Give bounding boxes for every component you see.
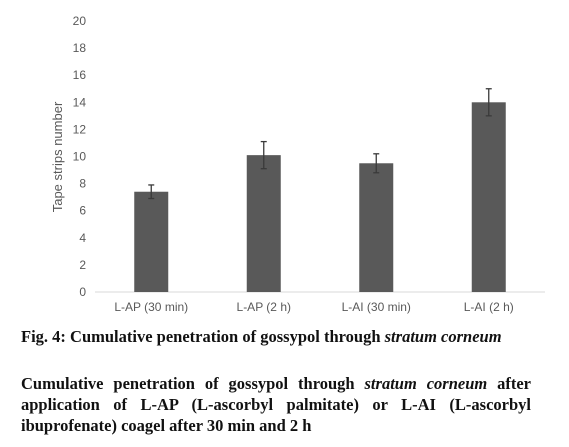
y-tick-label: 12 (73, 122, 87, 136)
figure-description-italic: stratum corneum (364, 374, 488, 393)
figure-title: Fig. 4: Cumulative penetration of gossyp… (21, 326, 531, 347)
figure-title-italic: stratum corneum (384, 327, 502, 346)
bar (359, 163, 394, 292)
x-axis-ticks: L-AP (30 min) L-AP (2 h) L-AI (30 min) L-AI… (114, 300, 513, 314)
x-tick-label: L-AP (2 h) (237, 300, 291, 314)
y-tick-label: 18 (73, 41, 87, 55)
figure-description: Cumulative penetration of gossypol throu… (21, 373, 531, 436)
y-tick-label: 2 (79, 258, 86, 272)
x-tick-label: L-AP (30 min) (114, 300, 188, 314)
y-tick-label: 0 (79, 285, 86, 299)
figure-title-text: Fig. 4: Cumulative penetration of gossyp… (21, 327, 385, 346)
bars (134, 88, 506, 292)
bar (134, 191, 169, 292)
bar (471, 102, 506, 292)
figure-description-text: Cumulative penetration of gossypol throu… (21, 374, 365, 393)
y-tick-label: 14 (73, 95, 87, 109)
y-tick-label: 10 (73, 150, 87, 164)
y-axis-ticks: 0 2 4 6 8 10 12 14 16 18 20 (73, 14, 87, 299)
y-tick-label: 8 (79, 177, 86, 191)
x-tick-label: L-AI (30 min) (342, 300, 411, 314)
y-tick-label: 20 (73, 14, 87, 28)
bar-chart: 0 2 4 6 8 10 12 14 16 18 20 L-AP (30 min) L-AP (2 h… (50, 14, 545, 314)
x-tick-label: L-AI (2 h) (464, 300, 514, 314)
y-tick-label: 4 (79, 231, 86, 245)
y-axis-label: Tape strips number (50, 101, 65, 212)
figure-description-suffix: after application of L-AP (L-ascorbyl pa… (21, 374, 531, 435)
bar (246, 155, 281, 292)
y-tick-label: 6 (79, 204, 86, 218)
y-tick-label: 16 (73, 68, 87, 82)
